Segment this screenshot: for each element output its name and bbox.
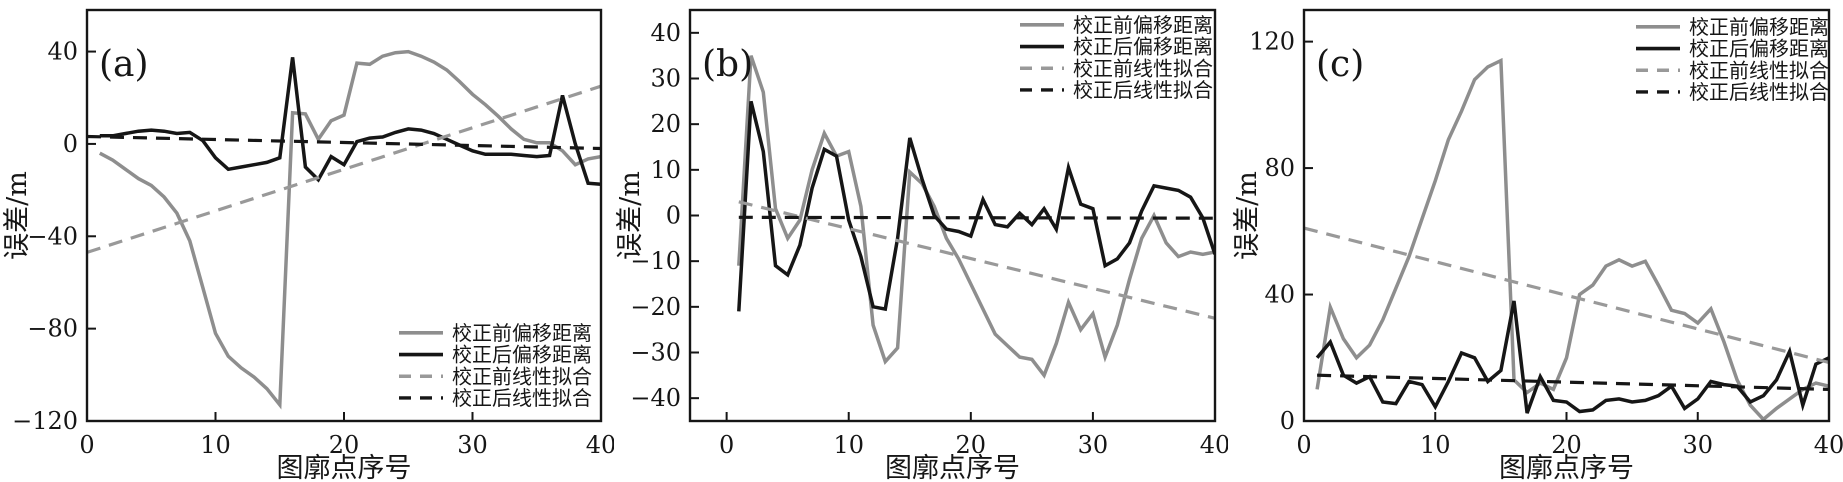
x-tick-label: 30 <box>457 431 488 459</box>
y-tick-label: 40 <box>650 19 681 47</box>
legend-label: 校正前偏移距离 <box>452 321 592 345</box>
x-tick-label: 40 <box>1814 431 1843 459</box>
legend-label: 校正前偏移距离 <box>1073 13 1213 37</box>
fit-line-2 <box>738 200 1215 320</box>
y-axis-title: 误差/m <box>1232 171 1263 260</box>
x-tick-label: 10 <box>200 431 231 459</box>
panel-a-canvas: 0 10 20 30 40 −120 −80 −40 0 40 图廓点序号 误差/m (a) 校正前偏移距… <box>2 8 614 482</box>
x-axis-title: 图廓点序号 <box>885 453 1020 482</box>
series-group <box>1304 57 1829 421</box>
y-tick-label: 0 <box>666 202 681 230</box>
panel-b: 0 10 20 30 40 −40 −30 −20 −10 0 10 20 30 40 图廓点序号 误差/m (… <box>614 0 1228 482</box>
y-tick-label: 40 <box>47 38 78 66</box>
y-tick-label: 80 <box>1264 154 1295 182</box>
y-tick-label: −80 <box>27 315 78 343</box>
y-tick-label: −30 <box>630 339 681 367</box>
y-tick-label: −40 <box>630 384 681 412</box>
y-tick-label: 120 <box>1249 28 1295 56</box>
legend-label: 校正前偏移距离 <box>1689 15 1829 39</box>
y-tick-label: 30 <box>650 65 681 93</box>
y-tick-label: −120 <box>12 407 78 435</box>
series-group <box>737 55 1215 379</box>
x-tick-label: 20 <box>329 431 360 459</box>
series-line-0 <box>737 55 1215 379</box>
panel-label: (b) <box>702 44 753 85</box>
x-tick-label: 0 <box>79 431 94 459</box>
legend-label: 校正前线性拟合 <box>452 364 592 388</box>
legend-label: 校正后线性拟合 <box>1073 78 1213 102</box>
y-tick-label: −10 <box>630 247 681 275</box>
panel-b-canvas: 0 10 20 30 40 −40 −30 −20 −10 0 10 20 30 40 图廓点序号 误差/m (… <box>615 8 1228 482</box>
legend-label: 校正前线性拟合 <box>1689 58 1829 82</box>
legend-label: 校正后线性拟合 <box>1689 80 1829 104</box>
y-tick-label: 10 <box>650 156 681 184</box>
x-tick-label: 0 <box>719 431 734 459</box>
x-tick-label: 10 <box>833 431 864 459</box>
fit-line-2 <box>87 84 601 254</box>
panel-label: (c) <box>1316 44 1364 85</box>
x-tick-label: 20 <box>1551 431 1582 459</box>
series-line-1 <box>1315 300 1829 414</box>
series-line-0 <box>98 49 601 410</box>
series-line-1 <box>737 100 1215 312</box>
legend-label: 校正前线性拟合 <box>1073 56 1213 80</box>
fit-line-2 <box>1304 226 1829 365</box>
y-tick-label: 20 <box>650 110 681 138</box>
panel-c-canvas: 0 10 20 30 40 0 40 80 120 图廓点序号 误差/m (c) 校正前偏移距离校正后偏… <box>1232 8 1843 482</box>
x-axis-title: 图廓点序号 <box>277 453 412 482</box>
legend-label: 校正后偏移距离 <box>1073 35 1213 59</box>
panel-c: 0 10 20 30 40 0 40 80 120 图廓点序号 误差/m (c) 校正前偏移距离 校正后偏… <box>1228 0 1843 482</box>
x-axis-title: 图廓点序号 <box>1499 453 1634 482</box>
y-tick-label: −20 <box>630 293 681 321</box>
x-tick-label: 40 <box>586 431 614 459</box>
fit-line-3 <box>738 215 1215 220</box>
x-tick-label: 20 <box>956 431 987 459</box>
legend-label: 校正后偏移距离 <box>1689 37 1829 61</box>
x-tick-label: 10 <box>1420 431 1451 459</box>
fit-line-3 <box>1317 373 1829 391</box>
legend-label: 校正后偏移距离 <box>452 343 592 367</box>
y-tick-label: 40 <box>1264 281 1295 309</box>
x-tick-label: 30 <box>1682 431 1713 459</box>
x-tick-label: 40 <box>1200 431 1228 459</box>
series-group <box>87 49 601 410</box>
panel-label: (a) <box>99 44 149 85</box>
series-line-0 <box>1315 57 1829 421</box>
panel-a: 0 10 20 30 40 −120 −80 −40 0 40 图廓点序号 误差/m (a) 校正前偏移距… <box>0 0 614 482</box>
y-tick-label: −40 <box>27 222 78 250</box>
series-line-1 <box>99 57 601 187</box>
y-tick-label: 0 <box>63 130 78 158</box>
y-axis-title: 误差/m <box>2 171 33 260</box>
fit-line-3 <box>87 134 601 151</box>
x-tick-label: 30 <box>1078 431 1109 459</box>
x-tick-label: 0 <box>1296 431 1311 459</box>
y-tick-label: 0 <box>1280 407 1295 435</box>
y-axis-title: 误差/m <box>615 171 646 260</box>
legend-label: 校正后线性拟合 <box>452 386 592 410</box>
